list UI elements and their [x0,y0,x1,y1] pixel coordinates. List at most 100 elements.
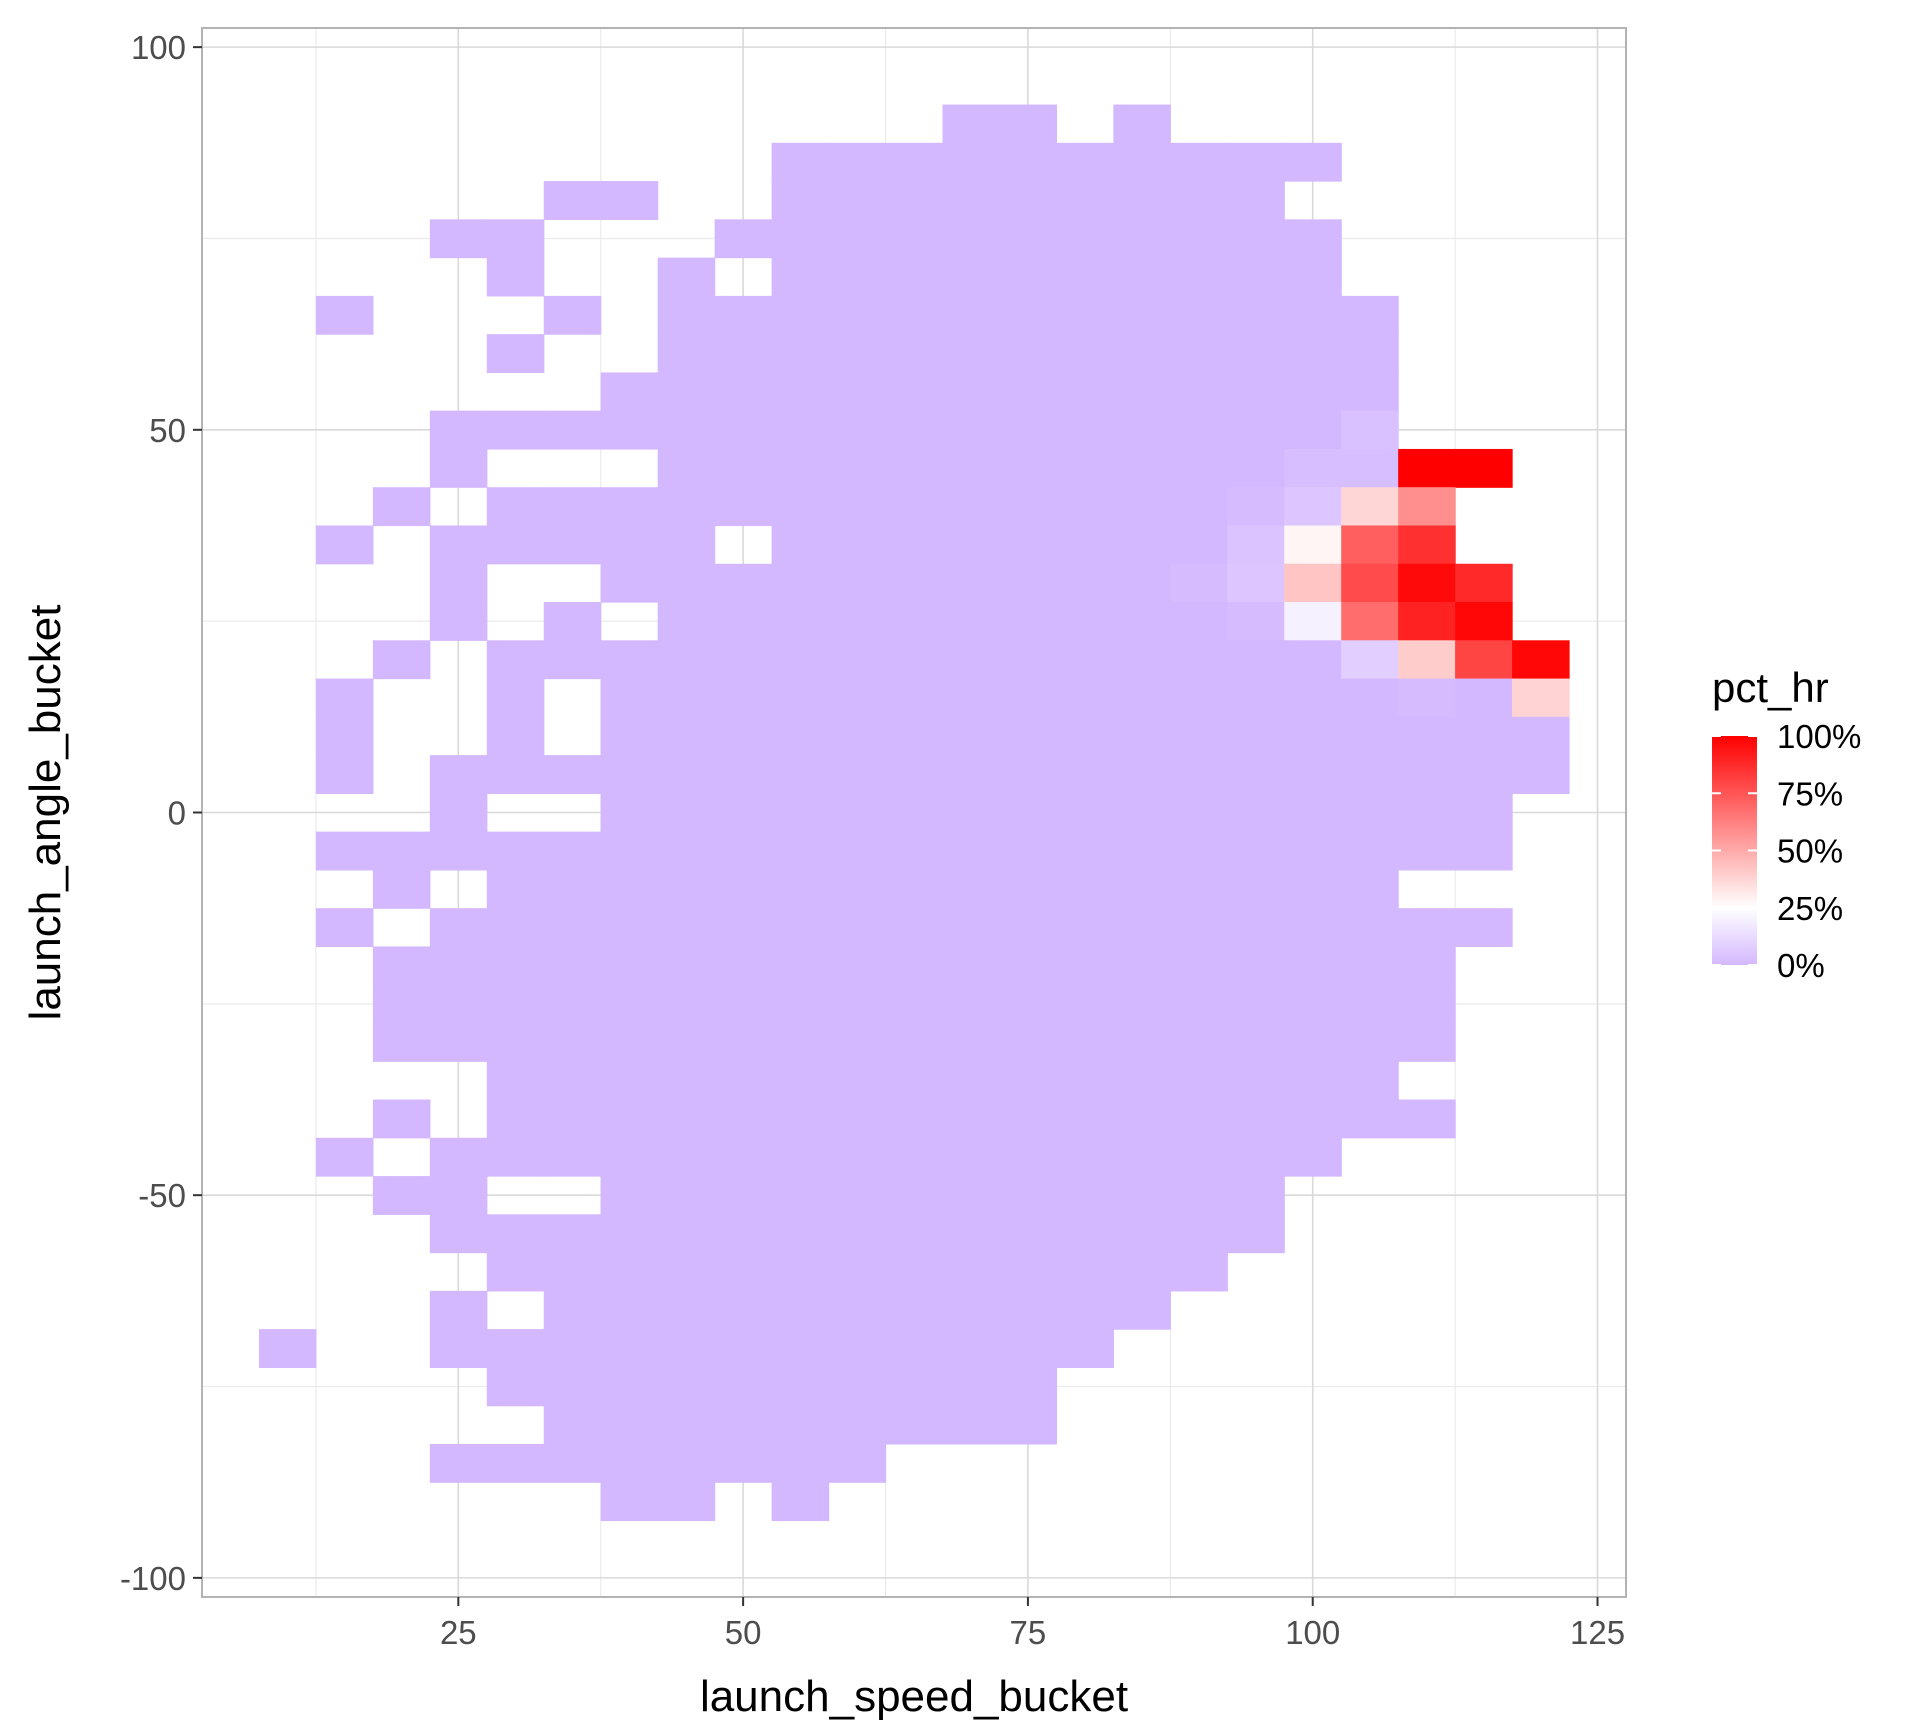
heatmap-cell [1227,984,1285,1024]
heatmap-cell [999,1099,1057,1139]
heatmap-cell [828,487,887,527]
heatmap-cell [657,257,716,297]
heatmap-cell [543,487,602,527]
heatmap-cell [657,1137,716,1177]
heatmap-cell [1056,678,1114,718]
heatmap-cell [1512,640,1570,680]
legend-label: 0% [1777,947,1825,984]
heatmap-cell [942,525,1001,565]
y-tick-label: 0 [168,795,186,832]
heatmap-cell [942,984,1001,1024]
heatmap-cell [1227,181,1285,220]
heatmap-cell [1113,525,1171,565]
heatmap-cell [315,908,374,948]
heatmap-cell [315,678,374,718]
heatmap-cell [1284,1022,1342,1062]
heatmap-cell [1056,1022,1114,1062]
heatmap-cell [600,181,659,220]
heatmap-cell [771,1022,830,1062]
heatmap-cell [1170,525,1228,565]
heatmap-cell [543,831,602,871]
heatmap-cell [1227,295,1285,335]
heatmap-cell [999,908,1057,948]
heatmap-cell [543,984,602,1024]
heatmap-cell [771,525,830,565]
heatmap-cell [771,946,830,986]
heatmap-cell [657,831,716,871]
heatmap-cell [1056,1176,1114,1215]
heatmap-cell [600,563,659,603]
heatmap-cell [714,1137,773,1177]
heatmap-cell [315,1137,374,1177]
heatmap-cell [828,563,887,603]
heatmap-cell [657,869,716,909]
heatmap-cell [885,219,944,259]
heatmap-cell [657,908,716,948]
heatmap-cell [486,640,545,680]
legend-ticks: 100% 75% 50% 25% 0% [1712,718,1861,984]
heatmap-cell [828,1214,887,1254]
heatmap-cell [771,1137,830,1177]
heatmap-cell [828,372,887,412]
heatmap-cell [543,602,602,641]
heatmap-cell [714,793,773,833]
heatmap-cell [1056,984,1114,1024]
heatmap-cell [771,1290,830,1330]
heatmap-cell [372,984,431,1024]
heatmap-cell [1341,448,1399,488]
heatmap-cell [1113,869,1171,909]
heatmap-cell [771,1099,830,1139]
heatmap-cell [486,946,545,986]
heatmap-cell [1341,602,1399,641]
heatmap-cell [714,1443,773,1483]
heatmap-cell [828,716,887,756]
heatmap-cell [1398,755,1456,794]
heatmap-cell [885,525,944,565]
heatmap-cell [771,1329,830,1368]
heatmap-cell [942,448,1001,488]
heatmap-cell [942,1022,1001,1062]
heatmap-cell [600,1214,659,1254]
heatmap-cell [1056,602,1114,641]
heatmap-cell [942,640,1001,680]
heatmap-cell [828,1290,887,1330]
heatmap-cell [714,219,773,259]
heatmap-cell [315,831,374,871]
heatmap-cell [771,219,830,259]
heatmap-cell [828,1022,887,1062]
heatmap-cell [1398,716,1456,756]
heatmap-cell [1113,602,1171,641]
heatmap-cell [1056,755,1114,794]
heatmap-cell [657,602,716,641]
heatmap-cell [942,1176,1001,1215]
heatmap-cell [1170,142,1228,182]
heatmap-cell [486,678,545,718]
heatmap-cell [1455,831,1513,871]
heatmap-cell [1227,525,1285,565]
heatmap-cell [885,1405,944,1445]
x-tick-label: 75 [1010,1614,1047,1651]
heatmap-cell [1113,984,1171,1024]
heatmap-cell [657,525,716,565]
heatmap-cell [771,831,830,871]
heatmap-cell [600,410,659,450]
heatmap-cell [1170,793,1228,833]
heatmap-cell [1056,334,1114,374]
heatmap-cell [885,1290,944,1330]
heatmap-cell [372,487,431,527]
heatmap-cell [999,334,1057,374]
heatmap-cell [828,908,887,948]
heatmap-cell [1341,372,1399,412]
heatmap-cell [1512,755,1570,794]
heatmap-cell [1056,563,1114,603]
heatmap-cell [885,716,944,756]
heatmap-cell [543,525,602,565]
heatmap-cell [828,219,887,259]
heatmap-cell [1284,678,1342,718]
heatmap-cell [1113,678,1171,718]
heatmap-cell [771,1367,830,1407]
heatmap-cell [600,1329,659,1368]
heatmap-cell [1113,831,1171,871]
heatmap-cell [1113,487,1171,527]
legend-title: pct_hr [1712,664,1829,711]
